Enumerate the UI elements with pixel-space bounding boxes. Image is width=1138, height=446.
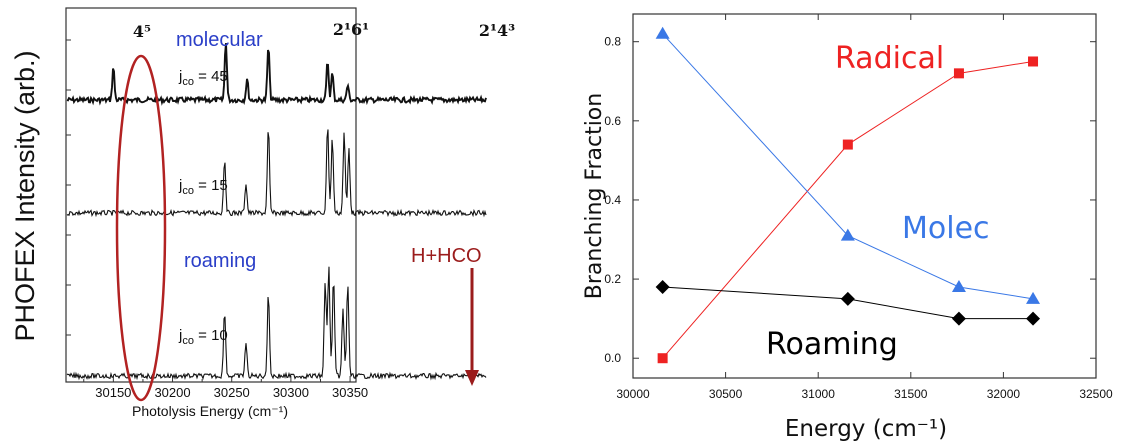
data-point-radical — [842, 139, 853, 150]
series-label-radical: Radical — [835, 41, 944, 76]
spectrum-trace — [66, 43, 487, 106]
data-point-molec — [951, 280, 966, 292]
spectrum-trace — [66, 129, 487, 218]
trace-label-j10: jco = 10 — [178, 327, 228, 347]
right-x-tick-label: 30500 — [709, 387, 743, 401]
left-x-tick-label: 30150 — [95, 385, 131, 400]
right-y-axis-label: Branching Fraction — [582, 93, 607, 299]
data-point-molec — [840, 228, 855, 241]
left-x-ticks: 30150 30200 30250 30300 30350 — [66, 39, 368, 400]
right-x-tick-label: 31500 — [894, 387, 928, 401]
h-hco-arrowhead — [465, 370, 479, 386]
data-point-radical — [953, 68, 964, 79]
data-point-roaming — [1026, 311, 1041, 326]
band-label-right: 2¹4³ — [479, 21, 515, 40]
right-y-tick-label: 0.8 — [604, 35, 621, 49]
data-point-radical — [657, 353, 668, 364]
data-point-roaming — [840, 291, 855, 306]
right-y-tick-label: 0.2 — [604, 272, 621, 286]
data-point-roaming — [951, 311, 966, 326]
molecular-label: molecular — [176, 29, 263, 51]
data-point-molec — [1026, 291, 1041, 304]
left-y-axis-label: PHOFEX Intensity (arb.) — [10, 50, 40, 341]
right-y-tick-label: 0.6 — [604, 114, 621, 128]
series-line-roaming — [662, 286, 1034, 320]
band-label-mid: 2¹6¹ — [333, 20, 369, 39]
right-plot-frame — [632, 13, 1097, 379]
right-y-tick-label: 0.4 — [604, 193, 621, 207]
phofex-panel: 30150 30200 30250 30300 30350 PHOFEX Intensi… — [10, 7, 515, 419]
right-series — [655, 26, 1041, 364]
series-label-roaming: Roaming — [766, 327, 898, 362]
series-label-molec: Molec — [902, 211, 990, 246]
h-hco-label: H+HCO — [411, 245, 482, 267]
left-x-tick-label: 30300 — [273, 385, 309, 400]
band-label-left: 4⁵ — [133, 22, 151, 41]
series-line-radical — [662, 60, 1034, 359]
right-y-tick-label: 0.0 — [604, 351, 621, 365]
right-x-tick-label: 32000 — [987, 387, 1021, 401]
spectrum-trace — [66, 266, 487, 381]
left-x-tick-label: 30200 — [154, 385, 190, 400]
data-point-molec — [655, 26, 670, 39]
series-line-molec — [662, 33, 1034, 300]
roaming-label: roaming — [184, 250, 256, 272]
left-x-axis-label: Photolysis Energy (cm⁻¹) — [132, 403, 288, 419]
data-point-roaming — [655, 280, 670, 294]
trace-label-j45: jco = 45 — [178, 68, 228, 88]
band-highlight-ellipse — [115, 54, 167, 402]
right-x-axis-label: Energy (cm⁻¹) — [785, 416, 947, 442]
data-point-radical — [1028, 56, 1039, 67]
right-x-tick-label: 30000 — [616, 387, 650, 401]
left-x-tick-label: 30350 — [332, 385, 368, 400]
left-traces — [66, 43, 487, 381]
left-plot-frame — [65, 7, 357, 383]
right-x-tick-label: 32500 — [1079, 387, 1113, 401]
right-axis-ticks: 30000 30500 31000 31500 32000 32500 0.0 0.2 0.4 0… — [604, 14, 1113, 401]
right-x-tick-label: 31000 — [802, 387, 836, 401]
trace-label-j15: jco = 15 — [178, 177, 228, 197]
branching-panel: 30000 30500 31000 31500 32000 32500 0.0 0.2 0.4 0… — [582, 13, 1113, 442]
left-x-tick-label: 30250 — [214, 385, 250, 400]
